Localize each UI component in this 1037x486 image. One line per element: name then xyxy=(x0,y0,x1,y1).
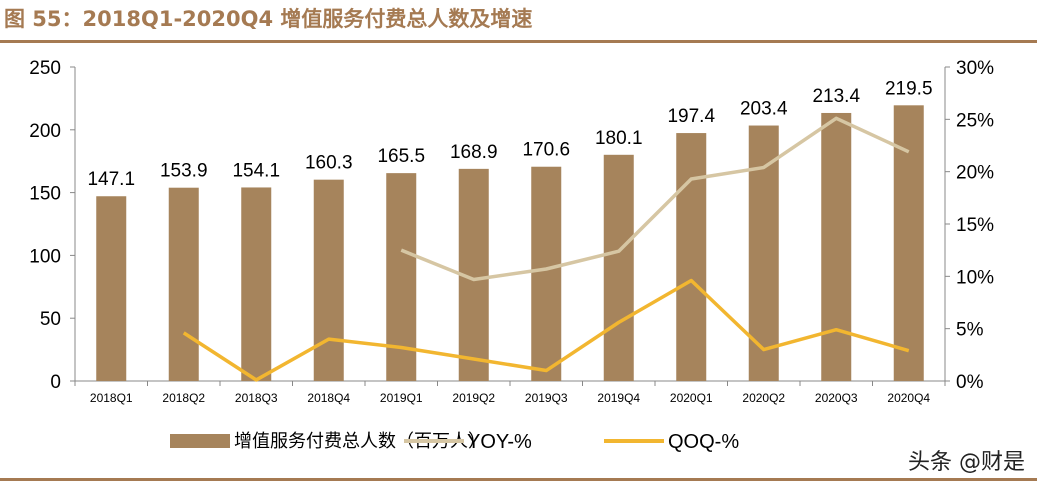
x-tick-label: 2018Q1 xyxy=(90,391,133,405)
bar-2018Q1 xyxy=(96,196,127,381)
line-series-yoy xyxy=(400,116,910,282)
bar-2020Q1 xyxy=(676,133,707,381)
bar-data-label: 197.4 xyxy=(667,106,715,127)
bar-data-label: 180.1 xyxy=(595,128,643,149)
x-tick-label: 2020Q2 xyxy=(742,391,785,405)
x-tick-label: 2019Q1 xyxy=(380,391,423,405)
x-tick-label: 2019Q4 xyxy=(597,391,640,405)
bar-2020Q3 xyxy=(821,112,852,381)
bar-data-label: 203.4 xyxy=(740,99,788,120)
title-divider xyxy=(0,40,1037,43)
bar-data-label: 213.4 xyxy=(812,86,860,107)
bar-data-label: 170.6 xyxy=(522,140,570,161)
x-tick-label: 2019Q3 xyxy=(525,391,568,405)
right-tick-label: 25% xyxy=(956,110,994,131)
x-tick-label: 2019Q2 xyxy=(452,391,495,405)
x-tick-label: 2020Q3 xyxy=(815,391,858,405)
right-tick-label: 0% xyxy=(956,372,984,393)
bar-data-label: 219.5 xyxy=(885,78,933,99)
bar-2020Q2 xyxy=(748,125,779,381)
bar-2019Q4 xyxy=(603,154,634,381)
x-tick-label: 2018Q2 xyxy=(162,391,205,405)
right-tick-label: 15% xyxy=(956,215,994,236)
left-tick-label: 50 xyxy=(40,309,61,330)
watermark: 头条 @财是 xyxy=(908,450,1025,475)
bar-2019Q3 xyxy=(531,166,562,381)
bottom-divider xyxy=(0,478,1037,481)
bar-2018Q2 xyxy=(168,187,199,381)
legend-label-yoy: YOY-% xyxy=(467,431,532,453)
bar-data-label: 160.3 xyxy=(305,153,353,174)
right-tick-label: 20% xyxy=(956,163,994,184)
left-tick-label: 150 xyxy=(29,184,61,205)
x-tick-label: 2020Q4 xyxy=(887,391,930,405)
right-tick-label: 10% xyxy=(956,267,994,288)
legend-swatch-bar xyxy=(170,434,230,448)
bar-data-label: 154.1 xyxy=(232,160,280,181)
left-tick-label: 100 xyxy=(29,246,61,267)
x-tick-label: 2020Q1 xyxy=(670,391,713,405)
x-tick-label: 2018Q4 xyxy=(307,391,350,405)
legend-label-bar: 增值服务付费总人数（百万人） xyxy=(234,431,486,451)
bar-2018Q4 xyxy=(313,179,344,381)
bar-data-label: 147.1 xyxy=(87,169,135,190)
left-tick-label: 200 xyxy=(29,121,61,142)
right-tick-label: 5% xyxy=(956,320,984,341)
legend-label-qoq: QOQ-% xyxy=(668,431,739,453)
chart-title: 图 55：2018Q1-2020Q4 增值服务付费总人数及增速 xyxy=(4,7,533,31)
bar-data-label: 153.9 xyxy=(160,161,208,182)
right-tick-label: 30% xyxy=(956,58,994,79)
bar-data-label: 165.5 xyxy=(377,146,425,167)
left-tick-label: 0 xyxy=(50,372,61,393)
left-tick-label: 250 xyxy=(29,58,61,79)
bar-2018Q3 xyxy=(241,187,272,381)
bar-data-label: 168.9 xyxy=(450,142,498,163)
x-tick-label: 2018Q3 xyxy=(235,391,278,405)
